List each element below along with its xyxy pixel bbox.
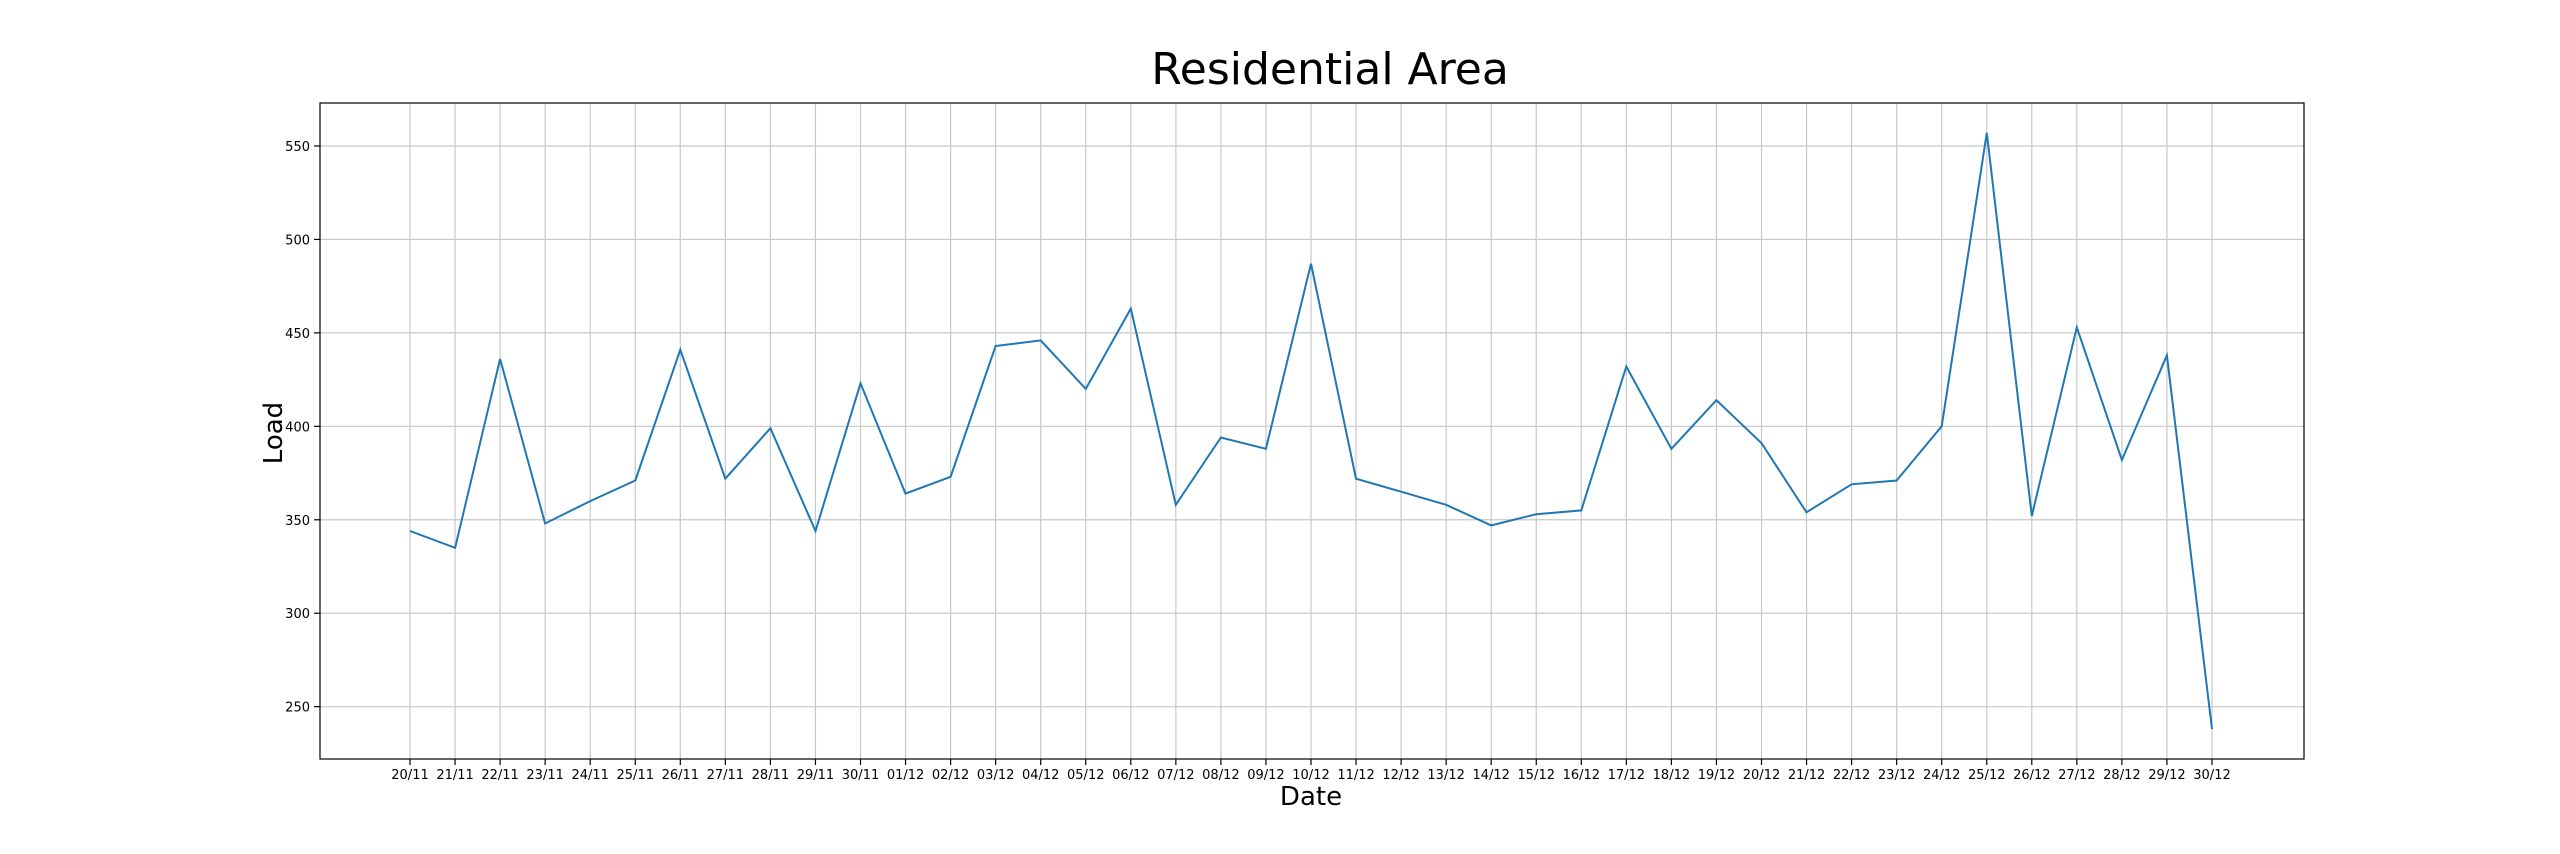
x-axis-label: Date xyxy=(1280,782,1342,812)
x-tick-label: 16/12 xyxy=(1563,768,1600,783)
x-tick-label: 07/12 xyxy=(1157,768,1194,783)
x-tick-label: 10/12 xyxy=(1292,768,1329,783)
x-tick-label: 20/11 xyxy=(391,768,428,783)
x-axis: 20/11 21/11 22/11 23/11 24/11 25/11 26/11 27/11… xyxy=(391,759,2231,783)
x-tick-label: 29/11 xyxy=(797,768,834,783)
x-tick-label: 30/11 xyxy=(842,768,879,783)
x-tick-label: 27/12 xyxy=(2058,768,2095,783)
x-tick-label: 08/12 xyxy=(1202,768,1239,783)
x-tick-label: 05/12 xyxy=(1067,768,1104,783)
x-tick-label: 21/12 xyxy=(1788,768,1825,783)
x-tick-label: 28/12 xyxy=(2103,768,2140,783)
x-tick-label: 13/12 xyxy=(1427,768,1464,783)
x-tick-label: 25/11 xyxy=(617,768,654,783)
x-tick-label: 28/11 xyxy=(752,768,789,783)
x-tick-label: 11/12 xyxy=(1337,768,1374,783)
y-tick-label: 300 xyxy=(285,607,310,622)
grid xyxy=(320,103,2304,759)
x-tick-label: 06/12 xyxy=(1112,768,1149,783)
x-tick-label: 04/12 xyxy=(1022,768,1059,783)
x-tick-label: 21/11 xyxy=(436,768,473,783)
x-tick-label: 23/12 xyxy=(1878,768,1915,783)
x-tick-label: 19/12 xyxy=(1698,768,1735,783)
x-tick-label: 09/12 xyxy=(1247,768,1284,783)
y-tick-label: 350 xyxy=(285,514,310,529)
y-tick-label: 450 xyxy=(285,327,310,342)
series-group xyxy=(409,132,2213,730)
x-tick-label: 17/12 xyxy=(1608,768,1645,783)
series-line xyxy=(409,132,2213,730)
x-tick-label: 22/11 xyxy=(481,768,518,783)
x-tick-label: 24/12 xyxy=(1923,768,1960,783)
x-tick-label: 12/12 xyxy=(1382,768,1419,783)
x-tick-label: 27/11 xyxy=(707,768,744,783)
x-tick-label: 02/12 xyxy=(932,768,969,783)
plot-frame xyxy=(319,102,2305,760)
y-tick-label: 550 xyxy=(285,140,310,155)
y-tick-label: 500 xyxy=(285,233,310,248)
x-tick-label: 23/11 xyxy=(526,768,563,783)
x-tick-label: 03/12 xyxy=(977,768,1014,783)
x-tick-label: 25/12 xyxy=(1968,768,2005,783)
x-tick-label: 26/12 xyxy=(2013,768,2050,783)
y-axis-label: Load xyxy=(259,402,289,464)
x-tick-label: 30/12 xyxy=(2193,768,2230,783)
x-tick-label: 15/12 xyxy=(1518,768,1555,783)
x-tick-label: 18/12 xyxy=(1653,768,1690,783)
x-tick-label: 01/12 xyxy=(887,768,924,783)
x-tick-label: 20/12 xyxy=(1743,768,1780,783)
chart-title: Residential Area xyxy=(1151,44,1509,95)
x-tick-label: 29/12 xyxy=(2148,768,2185,783)
y-tick-label: 400 xyxy=(285,420,310,435)
y-axis: 250 300 350 400 450 500 550 xyxy=(285,140,320,716)
x-tick-label: 26/11 xyxy=(662,768,699,783)
x-tick-label: 24/11 xyxy=(571,768,608,783)
y-tick-label: 250 xyxy=(285,701,310,716)
x-tick-label: 22/12 xyxy=(1833,768,1870,783)
x-tick-label: 14/12 xyxy=(1472,768,1509,783)
